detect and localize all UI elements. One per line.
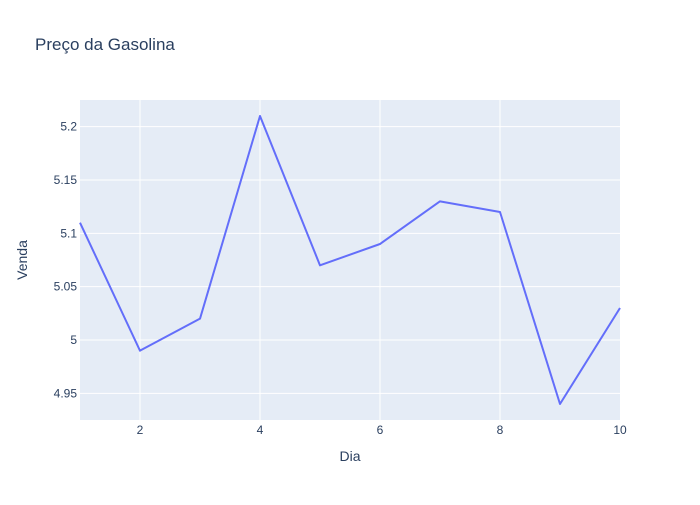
grid-lines [80, 100, 620, 420]
y-tick-label: 5.1 [60, 226, 77, 240]
y-tick-label: 5 [70, 333, 77, 347]
plot-background [80, 100, 620, 420]
x-tick-label: 2 [137, 423, 144, 437]
y-tick-label: 5.2 [60, 120, 77, 134]
y-axis-title: Venda [14, 240, 30, 280]
x-axis-ticks: 2 4 6 8 10 [137, 423, 627, 437]
x-tick-label: 4 [257, 423, 264, 437]
series-line [79, 115, 621, 405]
y-tick-label: 4.95 [54, 386, 78, 400]
y-tick-label: 5.15 [54, 173, 78, 187]
chart-title: Preço da Gasolina [35, 35, 175, 54]
y-axis-ticks: 4.95 5 5.05 5.1 5.15 5.2 [54, 120, 78, 401]
x-tick-label: 6 [377, 423, 384, 437]
series-layer [79, 115, 621, 405]
y-tick-label: 5.05 [54, 280, 78, 294]
x-tick-label: 8 [497, 423, 504, 437]
x-tick-label: 10 [613, 423, 627, 437]
x-axis-title: Dia [339, 448, 360, 464]
